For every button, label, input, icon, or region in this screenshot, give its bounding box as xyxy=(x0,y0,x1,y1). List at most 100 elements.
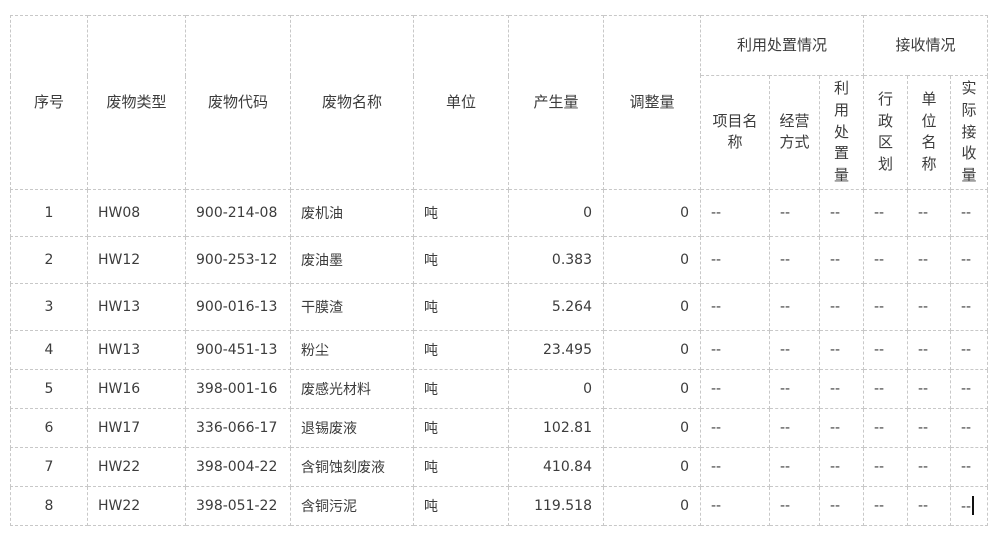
cell-adjusted[interactable]: 0 xyxy=(603,235,701,284)
cell-disposal-amount[interactable]: -- xyxy=(819,188,864,237)
cell-operation-mode[interactable]: -- xyxy=(769,368,820,409)
cell-index[interactable]: 4 xyxy=(10,329,88,370)
cell-admin-region[interactable]: -- xyxy=(863,282,908,331)
cell-waste-code[interactable]: 398-004-22 xyxy=(185,446,291,487)
cell-produced[interactable]: 119.518 xyxy=(508,485,604,526)
cell-produced[interactable]: 0.383 xyxy=(508,235,604,284)
cell-unit[interactable]: 吨 xyxy=(413,485,509,526)
cell-index[interactable]: 8 xyxy=(10,485,88,526)
cell-unit-name[interactable]: -- xyxy=(907,407,951,448)
cell-waste-type[interactable]: HW13 xyxy=(87,329,186,370)
cell-index[interactable]: 3 xyxy=(10,282,88,331)
cell-operation-mode[interactable]: -- xyxy=(769,407,820,448)
cell-produced[interactable]: 0 xyxy=(508,368,604,409)
cell-adjusted[interactable]: 0 xyxy=(603,407,701,448)
cell-index[interactable]: 6 xyxy=(10,407,88,448)
cell-project-name[interactable]: -- xyxy=(700,188,770,237)
cell-actual-received[interactable]: -- xyxy=(950,368,988,409)
cell-waste-code[interactable]: 336-066-17 xyxy=(185,407,291,448)
cell-project-name[interactable]: -- xyxy=(700,235,770,284)
cell-disposal-amount[interactable]: -- xyxy=(819,329,864,370)
cell-unit[interactable]: 吨 xyxy=(413,188,509,237)
cell-adjusted[interactable]: 0 xyxy=(603,282,701,331)
cell-unit-name[interactable]: -- xyxy=(907,446,951,487)
cell-project-name[interactable]: -- xyxy=(700,407,770,448)
cell-waste-name[interactable]: 干膜渣 xyxy=(290,282,414,331)
cell-actual-received[interactable]: -- xyxy=(950,282,988,331)
cell-project-name[interactable]: -- xyxy=(700,368,770,409)
cell-produced[interactable]: 410.84 xyxy=(508,446,604,487)
cell-unit[interactable]: 吨 xyxy=(413,235,509,284)
cell-waste-name[interactable]: 粉尘 xyxy=(290,329,414,370)
cell-waste-type[interactable]: HW08 xyxy=(87,188,186,237)
cell-waste-code[interactable]: 900-253-12 xyxy=(185,235,291,284)
cell-unit[interactable]: 吨 xyxy=(413,407,509,448)
cell-admin-region[interactable]: -- xyxy=(863,368,908,409)
cell-project-name[interactable]: -- xyxy=(700,485,770,526)
cell-admin-region[interactable]: -- xyxy=(863,235,908,284)
cell-waste-type[interactable]: HW13 xyxy=(87,282,186,331)
cell-actual-received[interactable]: -- xyxy=(950,485,988,526)
cell-index[interactable]: 1 xyxy=(10,188,88,237)
cell-produced[interactable]: 23.495 xyxy=(508,329,604,370)
cell-unit-name[interactable]: -- xyxy=(907,188,951,237)
cell-unit[interactable]: 吨 xyxy=(413,282,509,331)
cell-waste-name[interactable]: 含铜蚀刻废液 xyxy=(290,446,414,487)
cell-index[interactable]: 2 xyxy=(10,235,88,284)
cell-unit[interactable]: 吨 xyxy=(413,329,509,370)
cell-operation-mode[interactable]: -- xyxy=(769,188,820,237)
cell-admin-region[interactable]: -- xyxy=(863,485,908,526)
cell-admin-region[interactable]: -- xyxy=(863,446,908,487)
cell-disposal-amount[interactable]: -- xyxy=(819,368,864,409)
cell-waste-code[interactable]: 398-001-16 xyxy=(185,368,291,409)
cell-index[interactable]: 7 xyxy=(10,446,88,487)
cell-operation-mode[interactable]: -- xyxy=(769,282,820,331)
cell-waste-code[interactable]: 900-451-13 xyxy=(185,329,291,370)
cell-adjusted[interactable]: 0 xyxy=(603,188,701,237)
cell-actual-received[interactable]: -- xyxy=(950,329,988,370)
cell-unit[interactable]: 吨 xyxy=(413,446,509,487)
cell-actual-received[interactable]: -- xyxy=(950,446,988,487)
cell-unit[interactable]: 吨 xyxy=(413,368,509,409)
cell-operation-mode[interactable]: -- xyxy=(769,329,820,370)
cell-waste-type[interactable]: HW22 xyxy=(87,446,186,487)
cell-unit-name[interactable]: -- xyxy=(907,282,951,331)
cell-adjusted[interactable]: 0 xyxy=(603,329,701,370)
cell-adjusted[interactable]: 0 xyxy=(603,368,701,409)
cell-admin-region[interactable]: -- xyxy=(863,407,908,448)
cell-disposal-amount[interactable]: -- xyxy=(819,446,864,487)
cell-disposal-amount[interactable]: -- xyxy=(819,407,864,448)
cell-waste-code[interactable]: 900-214-08 xyxy=(185,188,291,237)
cell-produced[interactable]: 102.81 xyxy=(508,407,604,448)
cell-unit-name[interactable]: -- xyxy=(907,329,951,370)
cell-waste-type[interactable]: HW22 xyxy=(87,485,186,526)
cell-unit-name[interactable]: -- xyxy=(907,485,951,526)
cell-waste-name[interactable]: 退锡废液 xyxy=(290,407,414,448)
cell-unit-name[interactable]: -- xyxy=(907,235,951,284)
cell-waste-code[interactable]: 398-051-22 xyxy=(185,485,291,526)
cell-admin-region[interactable]: -- xyxy=(863,188,908,237)
cell-project-name[interactable]: -- xyxy=(700,329,770,370)
cell-project-name[interactable]: -- xyxy=(700,446,770,487)
cell-operation-mode[interactable]: -- xyxy=(769,446,820,487)
cell-waste-type[interactable]: HW16 xyxy=(87,368,186,409)
cell-operation-mode[interactable]: -- xyxy=(769,485,820,526)
cell-actual-received[interactable]: -- xyxy=(950,188,988,237)
cell-waste-type[interactable]: HW17 xyxy=(87,407,186,448)
cell-waste-name[interactable]: 废机油 xyxy=(290,188,414,237)
cell-admin-region[interactable]: -- xyxy=(863,329,908,370)
cell-disposal-amount[interactable]: -- xyxy=(819,235,864,284)
cell-waste-name[interactable]: 废感光材料 xyxy=(290,368,414,409)
cell-waste-code[interactable]: 900-016-13 xyxy=(185,282,291,331)
cell-project-name[interactable]: -- xyxy=(700,282,770,331)
cell-produced[interactable]: 0 xyxy=(508,188,604,237)
cell-actual-received[interactable]: -- xyxy=(950,235,988,284)
cell-waste-name[interactable]: 含铜污泥 xyxy=(290,485,414,526)
cell-adjusted[interactable]: 0 xyxy=(603,446,701,487)
cell-actual-received[interactable]: -- xyxy=(950,407,988,448)
cell-disposal-amount[interactable]: -- xyxy=(819,485,864,526)
cell-waste-name[interactable]: 废油墨 xyxy=(290,235,414,284)
cell-waste-type[interactable]: HW12 xyxy=(87,235,186,284)
cell-operation-mode[interactable]: -- xyxy=(769,235,820,284)
cell-disposal-amount[interactable]: -- xyxy=(819,282,864,331)
